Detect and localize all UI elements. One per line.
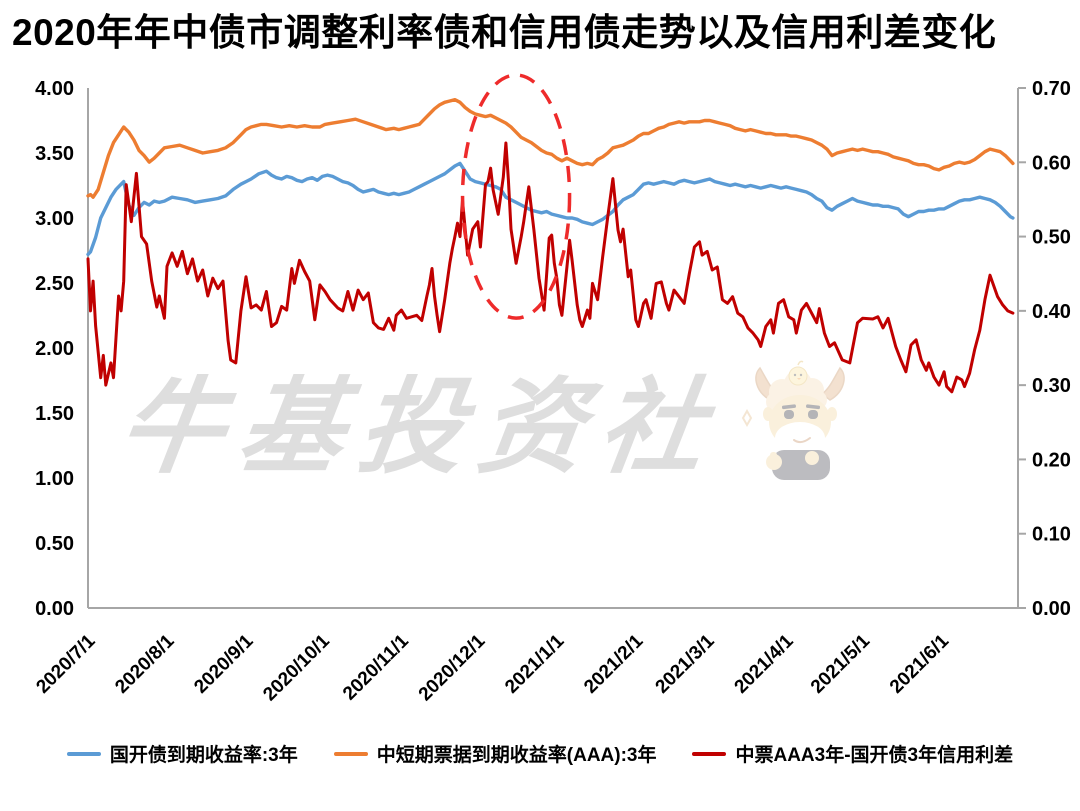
y-axis-label-right: 0.50 (1032, 227, 1071, 249)
legend-swatch-red (692, 751, 727, 756)
x-axis-label: 2021/5/1 (807, 630, 874, 697)
y-axis-label-left: 1.50 (35, 403, 74, 425)
y-axis-label-right: 0.30 (1032, 375, 1071, 397)
legend-item-mtn: 中短期票据到期收益率(AAA):3年 (333, 740, 657, 767)
legend-label-mtn: 中短期票据到期收益率(AAA):3年 (376, 745, 657, 766)
series-line-mtn-orange (86, 97, 1015, 199)
bull-chin-hand (805, 451, 819, 465)
series-line-spread-red (86, 141, 1015, 394)
series-layer (86, 97, 1015, 394)
y-axis-label-left: 2.00 (35, 338, 74, 360)
y-axis-label-left: 4.00 (35, 78, 74, 100)
legend-label-spread: 中票AAA3年-国开债3年信用利差 (735, 745, 1014, 766)
x-axis-label: 2020/7/1 (32, 630, 99, 697)
annotation-layer (460, 73, 572, 320)
bull-horn-left (755, 366, 780, 401)
y-axis-label-left: 0.50 (35, 533, 74, 555)
bull-mascot-icon (741, 360, 845, 480)
bull-muzzle (775, 422, 825, 454)
legend-item-spread: 中票AAA3年-国开债3年信用利差 (692, 740, 1013, 767)
x-axis-label: 2021/3/1 (652, 630, 719, 697)
sparkle-icon (741, 408, 753, 428)
chick-icon (788, 360, 808, 386)
x-axis-label: 2021/1/1 (501, 630, 568, 697)
y-axis-label-left: 2.50 (35, 273, 74, 295)
x-axis-label: 2021/2/1 (580, 630, 647, 697)
legend-swatch-blue (66, 751, 101, 756)
y-axis-label-left: 3.50 (35, 143, 74, 165)
highlight-ellipse-annotation (460, 73, 572, 320)
y-axis-label-left: 3.00 (35, 208, 74, 230)
bull-thumb-hand (766, 454, 782, 470)
y-axis-label-right: 0.60 (1032, 152, 1071, 174)
bull-horn-right (820, 366, 845, 401)
y-axis-label-right: 0.70 (1032, 78, 1071, 100)
watermark-text: 牛基投资社 (112, 369, 728, 485)
y-axis-label-right: 0.20 (1032, 449, 1071, 471)
legend-item-cdb: 国开债到期收益率:3年 (66, 740, 298, 767)
x-axis-label: 2020/10/1 (259, 630, 334, 705)
series-line-cdb-blue (86, 161, 1015, 257)
x-axis-label: 2020/8/1 (111, 630, 178, 697)
legend-swatch-orange (333, 751, 368, 756)
y-axis-label-left: 1.00 (35, 468, 74, 490)
chart-legend: 国开债到期收益率:3年 中短期票据到期收益率(AAA):3年 中票AAA3年-国… (0, 740, 1080, 767)
bull-smile (793, 437, 811, 444)
x-axis-label: 2021/6/1 (886, 630, 953, 697)
y-axis-label-right: 0.40 (1032, 301, 1071, 323)
x-axis-label: 2020/9/1 (190, 630, 257, 697)
legend-label-cdb: 国开债到期收益率:3年 (109, 745, 298, 766)
x-axis-label: 2021/4/1 (731, 630, 798, 697)
y-axis-label-right: 0.00 (1032, 598, 1071, 620)
page-title: 2020年年中债市调整利率债和信用债走势以及信用利差变化 (12, 12, 997, 53)
bull-face (769, 395, 831, 449)
x-axis-label: 2020/11/1 (339, 630, 413, 704)
bull-body (772, 450, 830, 480)
x-axis-label: 2020/12/1 (415, 630, 490, 705)
y-axis-label-right: 0.10 (1032, 524, 1071, 546)
watermark-layer: 牛基投资社 (112, 360, 845, 486)
y-axis-label-left: 0.00 (35, 598, 74, 620)
